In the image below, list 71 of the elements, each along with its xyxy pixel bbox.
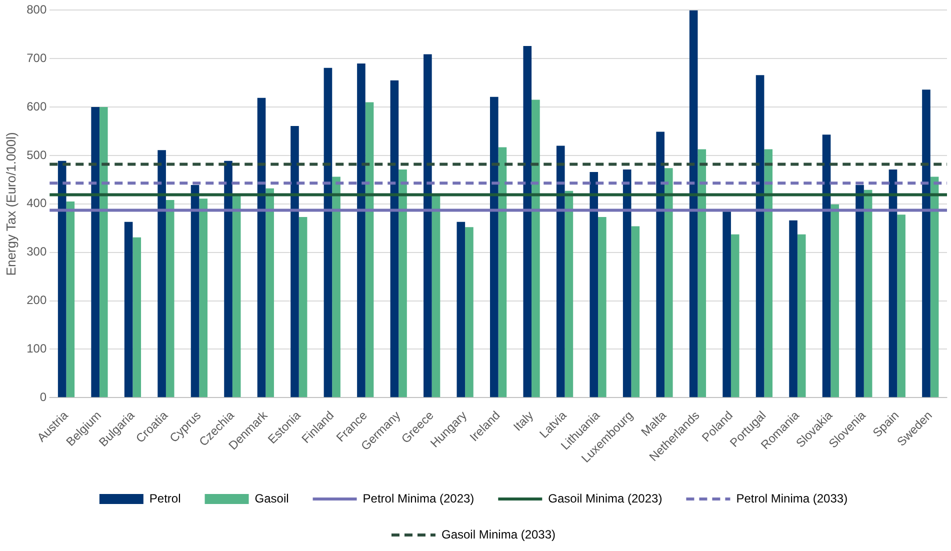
- bar: [166, 200, 174, 398]
- bar: [730, 234, 740, 398]
- bar: [764, 149, 773, 398]
- bar: [290, 126, 299, 398]
- legend-label: Petrol Minima (2033): [736, 491, 848, 506]
- bar: [797, 234, 806, 398]
- y-axis-title: Energy Tax (Euro/1.000l): [3, 132, 18, 276]
- bar: [598, 217, 606, 398]
- y-tick-label: 600: [26, 99, 47, 114]
- bar: [324, 68, 332, 398]
- bar: [99, 107, 108, 398]
- bar: [456, 222, 466, 398]
- bar: [332, 176, 340, 398]
- legend-label: Gasoil: [254, 491, 289, 506]
- bar: [822, 134, 831, 398]
- bar: [722, 212, 731, 398]
- bar: [432, 194, 440, 398]
- bar: [190, 185, 200, 398]
- bar: [124, 222, 133, 398]
- bar: [132, 237, 142, 398]
- y-tick-label: 300: [26, 244, 47, 259]
- legend-label: Gasoil Minima (2023): [548, 491, 662, 506]
- bar: [398, 170, 407, 398]
- bar: [564, 190, 574, 398]
- y-tick-label: 800: [26, 2, 47, 17]
- bar: [622, 170, 632, 398]
- bar: [888, 170, 898, 398]
- legend-label: Gasoil Minima (2033): [441, 527, 556, 542]
- bar: [756, 75, 764, 398]
- bar: [864, 190, 872, 398]
- bar: [856, 185, 864, 398]
- y-tick-label: 100: [26, 342, 47, 356]
- bar: [556, 146, 565, 398]
- bar: [199, 198, 208, 398]
- bar: [631, 226, 640, 398]
- bar: [298, 217, 308, 398]
- bar: [266, 188, 274, 398]
- x-tick-label: Italy: [510, 408, 536, 434]
- bar: [664, 168, 673, 398]
- bar: [830, 204, 839, 398]
- bar: [689, 10, 698, 398]
- y-tick-label: 0: [40, 390, 47, 404]
- bar: [58, 160, 66, 398]
- bar: [365, 102, 374, 398]
- bar: [357, 63, 366, 398]
- legend-label: Petrol: [149, 491, 181, 506]
- bar: [490, 96, 498, 398]
- bar: [91, 107, 100, 398]
- y-tick-label: 200: [26, 293, 47, 308]
- y-tick-label: 700: [26, 50, 47, 65]
- bar: [922, 90, 930, 398]
- bar: [158, 150, 166, 398]
- bar: [532, 100, 540, 398]
- bar: [424, 54, 432, 398]
- bar: [590, 172, 598, 398]
- bar: [257, 98, 266, 398]
- bar: [656, 132, 664, 398]
- y-tick-label: 500: [26, 148, 47, 162]
- bar: [897, 214, 906, 398]
- bar: [66, 202, 75, 398]
- bar: [698, 149, 706, 398]
- legend-label: Petrol Minima (2023): [362, 491, 474, 506]
- bar: [789, 220, 798, 398]
- bar: [523, 46, 532, 398]
- y-tick-label: 400: [26, 196, 47, 210]
- bar: [390, 80, 399, 398]
- bar: [930, 176, 939, 398]
- bar: [465, 227, 474, 398]
- bar: [232, 195, 241, 398]
- bar: [498, 147, 507, 398]
- bar: [224, 160, 232, 398]
